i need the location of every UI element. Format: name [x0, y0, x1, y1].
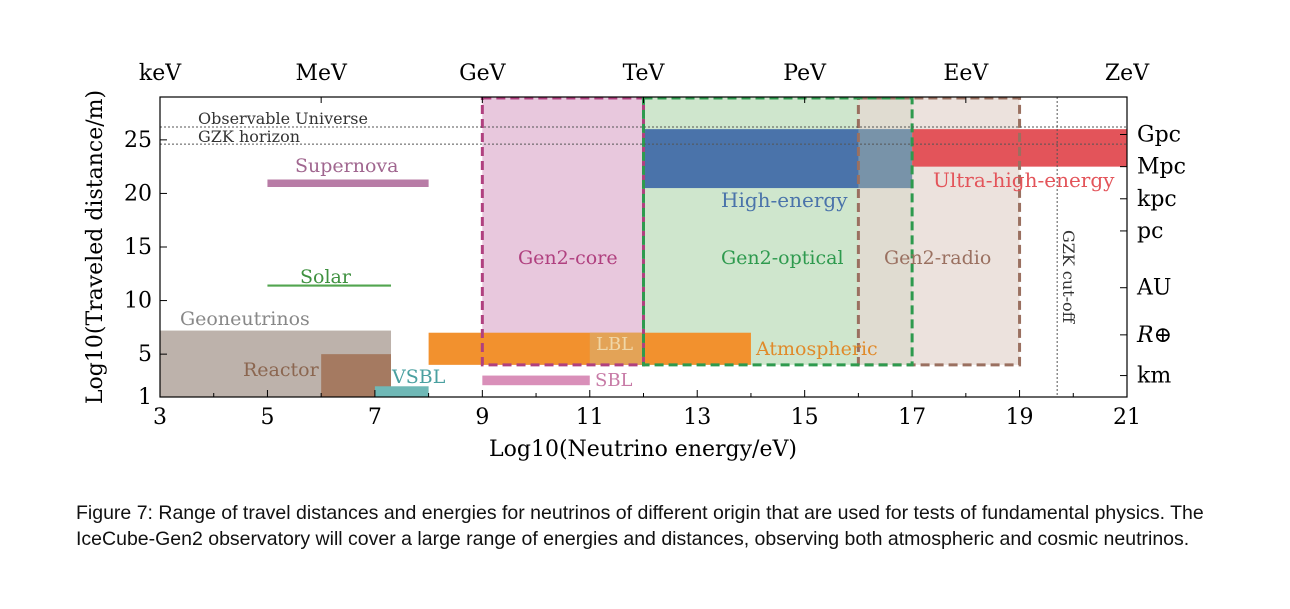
y-tick-label-0: 1 [138, 385, 152, 410]
label-solar: Solar [300, 266, 352, 288]
figure-caption: Figure 7: Range of travel distances and … [76, 502, 1204, 550]
label-vsbl: VSBL [391, 366, 446, 388]
detector-outline-gen2-core [480, 96, 646, 367]
top-axis-label-4: PeV [783, 61, 827, 86]
x-axis-title: Log10(Neutrino energy/eV) [489, 437, 797, 462]
y-tick-label-1: 5 [138, 342, 152, 367]
top-axis-label-0: keV [139, 61, 182, 86]
detector-outline-gen2-radio [856, 96, 1022, 367]
label-gen2-radio: Gen2-radio [884, 247, 991, 269]
x-tick-label-0: 3 [153, 405, 167, 430]
label-ultra-high-energy: Ultra-high-energy [933, 168, 1115, 192]
region-supernova [267, 179, 429, 187]
x-tick-label-2: 7 [368, 405, 382, 430]
y-tick-label-4: 20 [124, 181, 152, 206]
detector-overlap-radio [858, 129, 913, 189]
label-sbl: SBL [595, 370, 633, 391]
label-gen2-core: Gen2-core [518, 247, 618, 269]
label-observable-universe: Observable Universe [198, 109, 368, 128]
region-vsbl [374, 386, 429, 397]
x-tick-label-1: 5 [260, 405, 274, 430]
x-tick-label-5: 13 [683, 405, 711, 430]
x-tick-label-3: 9 [475, 405, 489, 430]
right-axis-label-2: kpc [1137, 187, 1177, 212]
right-axis-label-3: pc [1137, 219, 1163, 244]
detector-fill-gen2-core [482, 97, 644, 365]
y-tick-label-2: 10 [124, 289, 152, 314]
label-gzk-cutoff: GZK cut-off [1059, 230, 1078, 325]
x-tick-label-6: 15 [791, 405, 819, 430]
top-axis-label-6: ZeV [1105, 61, 1150, 86]
region-sbl [482, 375, 590, 386]
region-lbl [589, 332, 644, 365]
label-gzk-horizon: GZK horizon [198, 127, 300, 146]
x-tick-label-8: 19 [1006, 405, 1034, 430]
y-tick-label-3: 15 [124, 235, 152, 260]
region-high-energy [643, 129, 913, 189]
top-axis-label-1: MeV [295, 61, 348, 86]
label-reactor: Reactor [243, 359, 320, 381]
x-tick-label-9: 21 [1113, 405, 1141, 430]
label-supernova: Supernova [295, 155, 398, 177]
label-atmospheric: Atmospheric [755, 338, 878, 360]
label-gen2-optical: Gen2-optical [721, 247, 844, 269]
x-tick-label-4: 11 [576, 405, 604, 430]
label-geoneutrinos: Geoneutrinos [180, 308, 310, 330]
top-axis-label-2: GeV [459, 61, 507, 86]
right-axis-label-0: Gpc [1137, 123, 1181, 148]
x-tick-label-7: 17 [898, 405, 926, 430]
top-axis-label-3: TeV [623, 61, 666, 86]
y-axis-title: Log10(Traveled distance/m) [83, 90, 108, 404]
region-solar [267, 284, 392, 287]
label-high-energy: High-energy [721, 188, 848, 212]
right-axis-label-6: km [1137, 364, 1171, 389]
top-axis-label-5: EeV [943, 61, 989, 86]
right-axis-label-4: AU [1136, 276, 1171, 301]
detector-outline-gen2-optical [642, 96, 914, 367]
y-tick-label-5: 25 [124, 128, 152, 153]
right-axis-label-1: Mpc [1137, 155, 1186, 180]
right-axis-label-5: R⊕ [1136, 323, 1172, 348]
label-lbl: LBL [596, 334, 633, 355]
figure: Observable Universe GZK horizon GZK cut-of… [83, 61, 1186, 462]
